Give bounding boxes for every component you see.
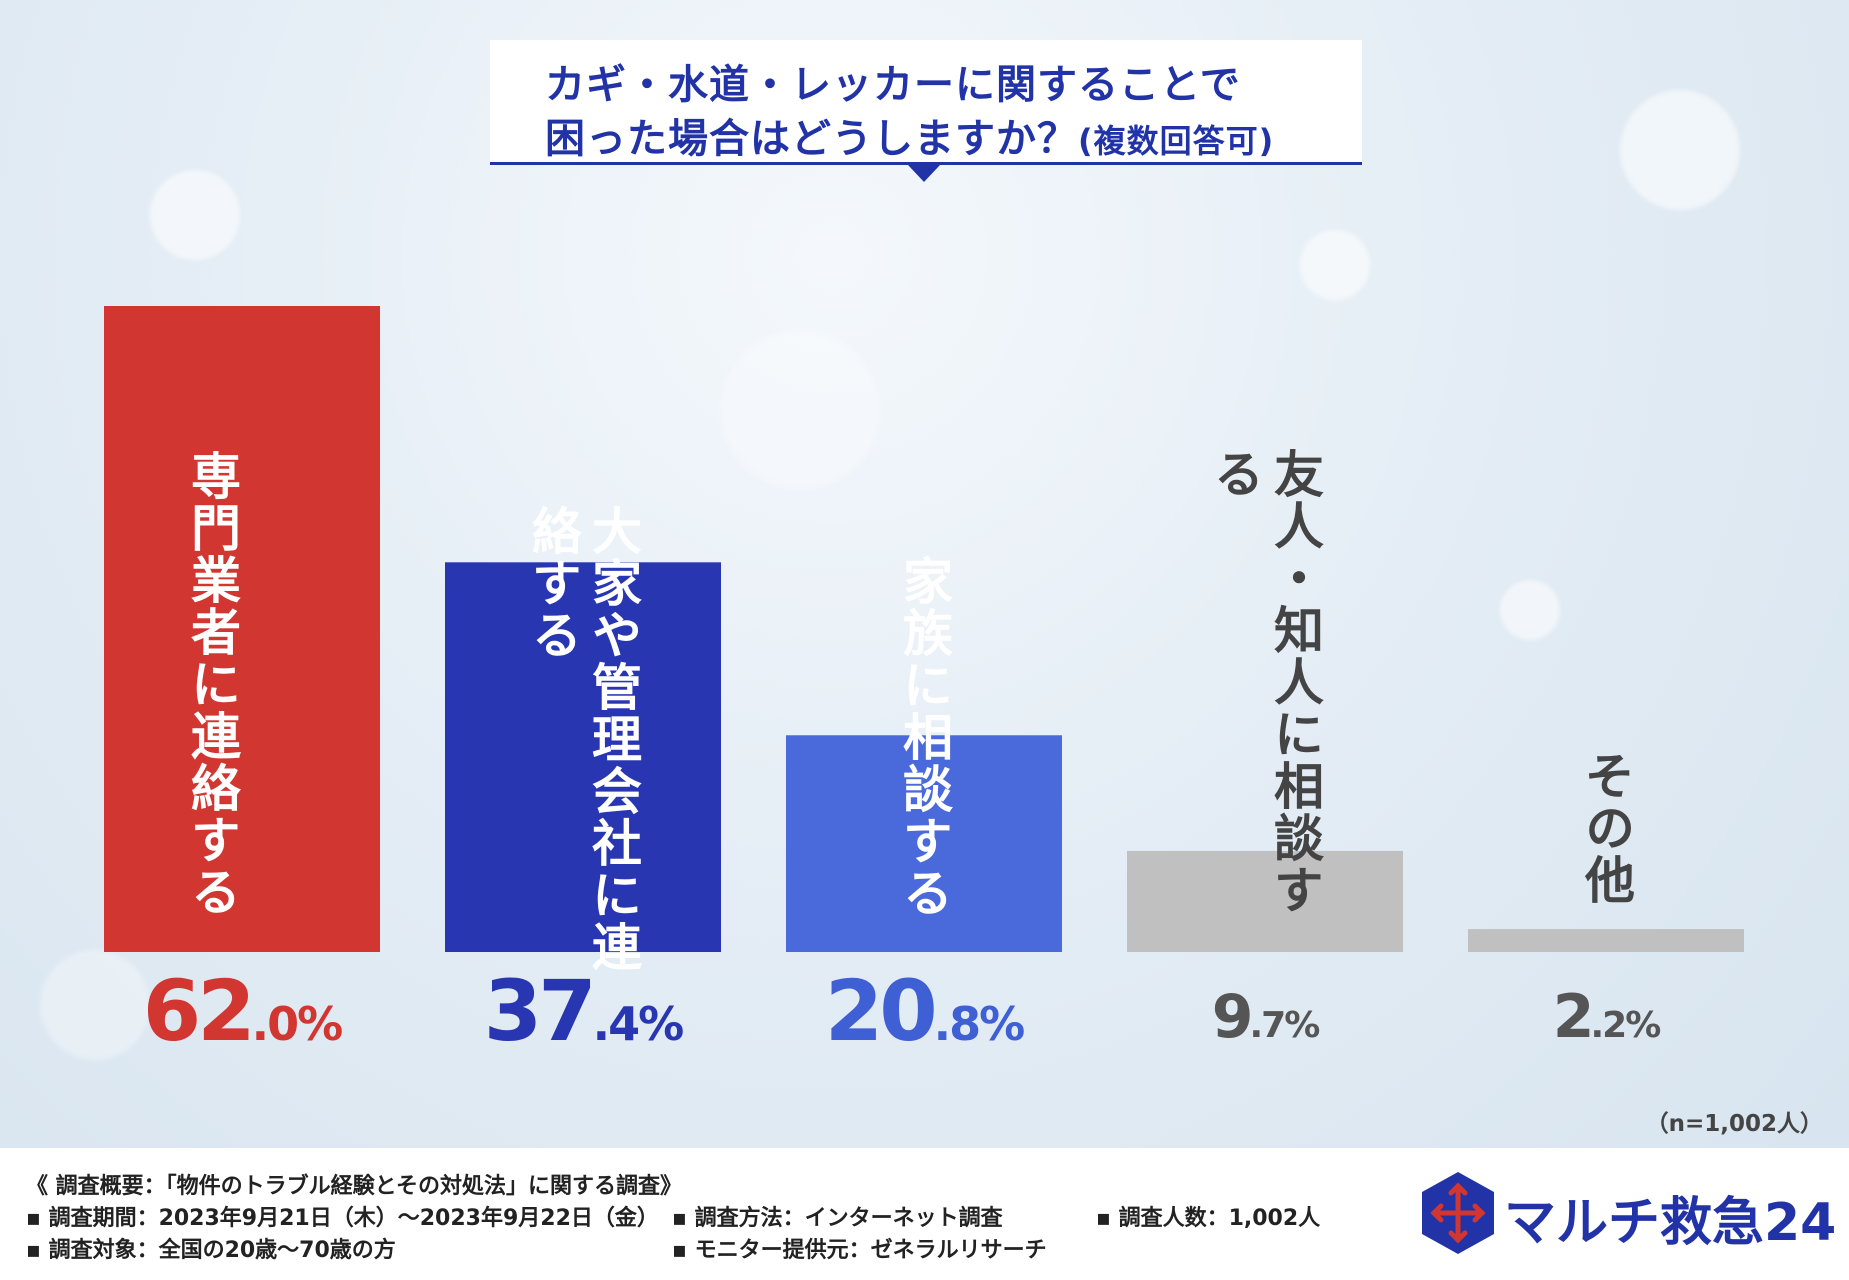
survey-period: ▪ 調査期間：2023年9月21日（木）～2023年9月22日（金） [26, 1206, 659, 1231]
sample-size: （n=1,002人） [1645, 1111, 1823, 1137]
value-label-3: 20.8% [774, 962, 1074, 1060]
value-label-decimal: .7% [1249, 1005, 1320, 1046]
brand-name: マルチ救急24 [1504, 1193, 1837, 1253]
chart-title-line2: 困った場合はどうしますか？(複数回答可) [545, 106, 1274, 164]
bar-5 [1468, 929, 1744, 952]
value-label-decimal: .0% [251, 997, 344, 1051]
category-label-4: 友人・知人に相談する [1206, 448, 1324, 916]
survey-heading: 《 調査概要：「物件のトラブル経験とその対処法」に関する調査》 [26, 1174, 683, 1199]
bar-1 [104, 306, 380, 952]
chart-title-line1: カギ・水道・レッカーに関することで [545, 62, 1241, 108]
chart-title-box: カギ・水道・レッカーに関することで 困った場合はどうしますか？(複数回答可) [490, 40, 1362, 182]
category-label-2: 大家や管理会社に連絡する [524, 505, 642, 973]
value-label-2: 37.4% [433, 962, 733, 1060]
bokeh [1300, 230, 1370, 300]
category-label-5: その他 [1577, 750, 1635, 906]
hexagon-cross-icon [1422, 1172, 1494, 1254]
bar-chart [104, 306, 1744, 952]
value-label-number: 20 [824, 962, 938, 1060]
value-label-5: 2.2% [1456, 982, 1756, 1052]
chart-title-note: (複数回答可) [1078, 122, 1275, 160]
bokeh [1500, 580, 1560, 640]
value-label-decimal: .4% [592, 997, 685, 1051]
category-label-1: 専門業者に連絡する [183, 450, 241, 918]
bokeh [1620, 90, 1740, 210]
bar-3 [786, 735, 1062, 952]
bar-2 [445, 562, 721, 952]
chart-title-question: 困った場合はどうしますか？ [545, 116, 1078, 162]
value-label-number: 9 [1211, 982, 1254, 1052]
survey-count: ▪ 調査人数：1,002人 [1096, 1206, 1321, 1231]
survey-provider: ▪ モニター提供元：ゼネラルリサーチ [672, 1238, 1047, 1263]
bokeh [40, 950, 150, 1060]
value-label-number: 37 [483, 962, 597, 1060]
value-label-number: 62 [142, 962, 256, 1060]
value-label-number: 2 [1552, 982, 1595, 1052]
value-label-decimal: .8% [933, 997, 1026, 1051]
category-label-3: 家族に相談する [895, 555, 953, 919]
value-label-1: 62.0% [92, 962, 392, 1060]
bokeh [150, 170, 240, 260]
survey-method: ▪ 調査方法：インターネット調査 [672, 1206, 1003, 1231]
value-label-4: 9.7% [1115, 982, 1415, 1052]
survey-target: ▪ 調査対象：全国の20歳～70歳の方 [26, 1238, 396, 1263]
brand-logo: マルチ救急24 [1420, 1168, 1836, 1258]
bokeh [720, 330, 880, 490]
survey-footer: 《 調査概要：「物件のトラブル経験とその対処法」に関する調査》 ▪ 調査期間：2… [0, 1148, 1849, 1280]
value-label-decimal: .2% [1590, 1005, 1661, 1046]
bar-4 [1127, 850, 1403, 952]
